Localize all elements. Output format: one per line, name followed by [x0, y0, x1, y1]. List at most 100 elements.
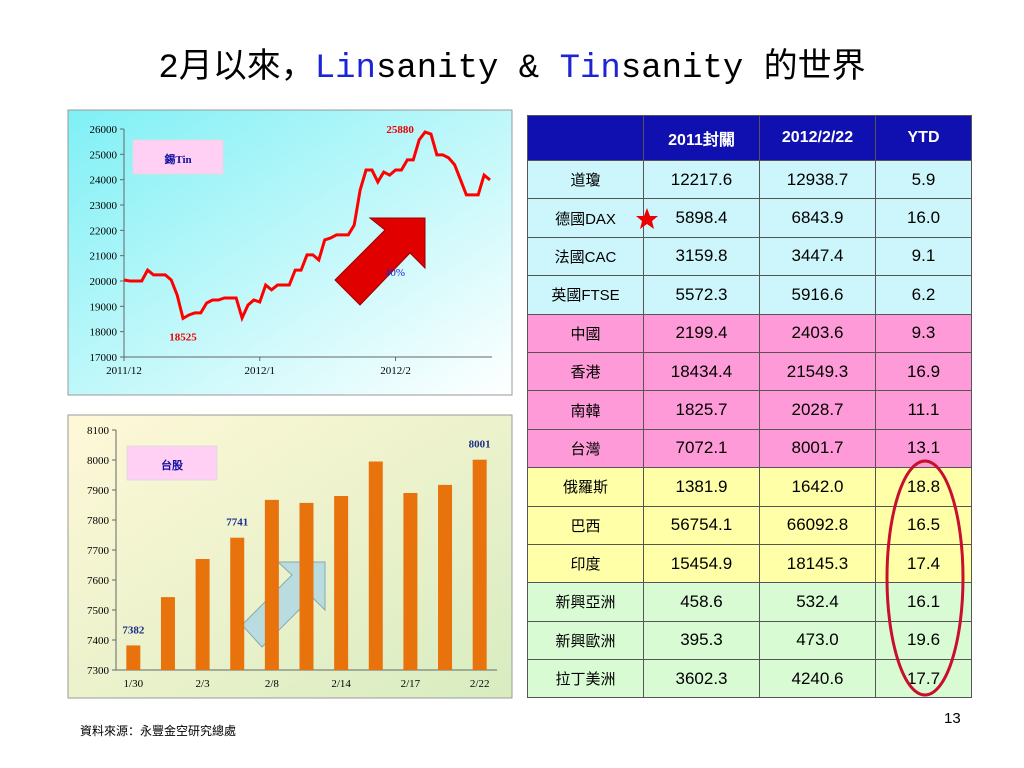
table-cell: 532.4 — [759, 582, 876, 622]
table-row: 新興歐洲 395.3 473.0 19.6 — [527, 620, 972, 661]
table-cell: 法國CAC — [527, 236, 644, 277]
y-tick-label: 7300 — [87, 665, 110, 677]
table-cell: 12938.7 — [759, 159, 876, 200]
table-cell: 5.9 — [875, 159, 972, 200]
line — [123, 130, 491, 323]
x-tick-label: 2012/2 — [380, 365, 411, 377]
y-tick-label: 8100 — [87, 425, 110, 437]
y-tick-label: 7900 — [87, 485, 110, 497]
annotation: 40% — [385, 267, 405, 279]
y-tick-label: 23000 — [90, 200, 118, 212]
table-cell: 巴西 — [527, 505, 644, 545]
table-row: 英國FTSE 5572.3 5916.6 6.2 — [527, 275, 972, 315]
table-cell: 18.8 — [875, 467, 972, 507]
table-cell: 1381.9 — [643, 467, 760, 507]
table-cell: 11.1 — [875, 390, 972, 430]
data-label: 18525 — [169, 331, 197, 343]
table-cell: 新興歐洲 — [527, 620, 644, 661]
table-cell: 16.9 — [875, 351, 972, 392]
y-tick-label: 8000 — [87, 455, 110, 467]
table-row: 道瓊 12217.6 12938.7 5.9 — [527, 159, 972, 200]
table-row: 法國CAC 3159.8 3447.4 9.1 — [527, 236, 972, 277]
table-cell: 56754.1 — [643, 505, 760, 545]
data-label: 8001 — [469, 439, 491, 451]
table-cell: 3602.3 — [643, 659, 760, 699]
header-cell — [527, 115, 644, 161]
data-label: 7741 — [226, 517, 248, 529]
table-cell: 18145.3 — [759, 543, 876, 584]
x-tick-label: 2/22 — [470, 678, 490, 690]
y-tick-label: 22000 — [90, 225, 118, 237]
y-tick-label: 24000 — [90, 175, 118, 187]
source: 資料來源：永豐金空研究總處 — [80, 724, 237, 738]
table-cell: 道瓊 — [527, 159, 644, 200]
table-cell: 印度 — [527, 543, 644, 584]
y-tick-label: 20000 — [90, 276, 118, 288]
table-cell: 5898.4 — [643, 198, 760, 238]
header-cell: YTD — [875, 115, 972, 161]
table-cell: 15454.9 — [643, 543, 760, 584]
table-cell: 473.0 — [759, 620, 876, 661]
table-cell: 458.6 — [643, 582, 760, 622]
y-tick-label: 7400 — [87, 635, 110, 647]
table-cell: 拉丁美洲 — [527, 659, 644, 699]
title-part: Tin — [559, 50, 621, 88]
data-label: 7382 — [122, 624, 145, 636]
table-cell: 17.7 — [875, 659, 972, 699]
table-cell: 16.0 — [875, 198, 972, 238]
table-cell: 德國DAX — [527, 198, 644, 238]
table-row: 巴西 56754.1 66092.8 16.5 — [527, 505, 972, 545]
table-row: 香港 18434.4 21549.3 16.9 — [527, 351, 972, 392]
x-tick-label: 2/17 — [401, 678, 421, 690]
table-cell: 4240.6 — [759, 659, 876, 699]
table-cell: 1825.7 — [643, 390, 760, 430]
table-cell: 18434.4 — [643, 351, 760, 392]
x-tick-label: 2/14 — [331, 678, 351, 690]
table-cell: 7072.1 — [643, 428, 760, 469]
table-cell: 9.1 — [875, 236, 972, 277]
table-cell: 英國FTSE — [527, 275, 644, 315]
chart-label: 錫Tin — [164, 152, 191, 166]
table-row: 印度 15454.9 18145.3 17.4 — [527, 543, 972, 584]
table-cell: 21549.3 — [759, 351, 876, 392]
x-tick-label: 1/30 — [124, 678, 144, 690]
table-cell: 9.3 — [875, 313, 972, 353]
table-cell: 5916.6 — [759, 275, 876, 315]
table-cell: 6.2 — [875, 275, 972, 315]
bar — [160, 597, 175, 670]
table-cell: 3447.4 — [759, 236, 876, 277]
y-tick-label: 18000 — [90, 327, 118, 339]
table-cell: 俄羅斯 — [527, 467, 644, 507]
table-cell: 66092.8 — [759, 505, 876, 545]
bar — [195, 559, 210, 670]
table-cell: 12217.6 — [643, 159, 760, 200]
table-cell: 香港 — [527, 351, 644, 392]
bar — [299, 502, 314, 670]
arrow — [334, 217, 426, 306]
header-cell: 2012/2/22 — [759, 115, 876, 161]
table-cell: 5572.3 — [643, 275, 760, 315]
table-row: 台灣 7072.1 8001.7 13.1 — [527, 428, 972, 469]
table-cell: 395.3 — [643, 620, 760, 661]
table-cell: 新興亞洲 — [527, 582, 644, 622]
title-part: sanity & — [375, 50, 560, 88]
bar — [438, 484, 453, 670]
bar — [334, 496, 349, 670]
y-tick-label: 25000 — [90, 149, 118, 161]
header-cell: 2011封關 — [643, 115, 760, 161]
x-tick-label: 2011/12 — [106, 365, 142, 377]
x-tick-label: 2/3 — [196, 678, 211, 690]
table-row: 南韓 1825.7 2028.7 11.1 — [527, 390, 972, 430]
table-row: 俄羅斯 1381.9 1642.0 18.8 — [527, 467, 972, 507]
table-cell: 17.4 — [875, 543, 972, 584]
y-tick-label: 26000 — [90, 124, 118, 136]
y-tick-label: 7600 — [87, 575, 110, 587]
table-row: 拉丁美洲 3602.3 4240.6 17.7 — [527, 659, 972, 699]
table-row: 德國DAX 5898.4 6843.9 16.0 — [527, 198, 972, 238]
table-cell: 6843.9 — [759, 198, 876, 238]
page-number: 13 — [944, 710, 961, 727]
table-cell: 台灣 — [527, 428, 644, 469]
table-cell: 南韓 — [527, 390, 644, 430]
